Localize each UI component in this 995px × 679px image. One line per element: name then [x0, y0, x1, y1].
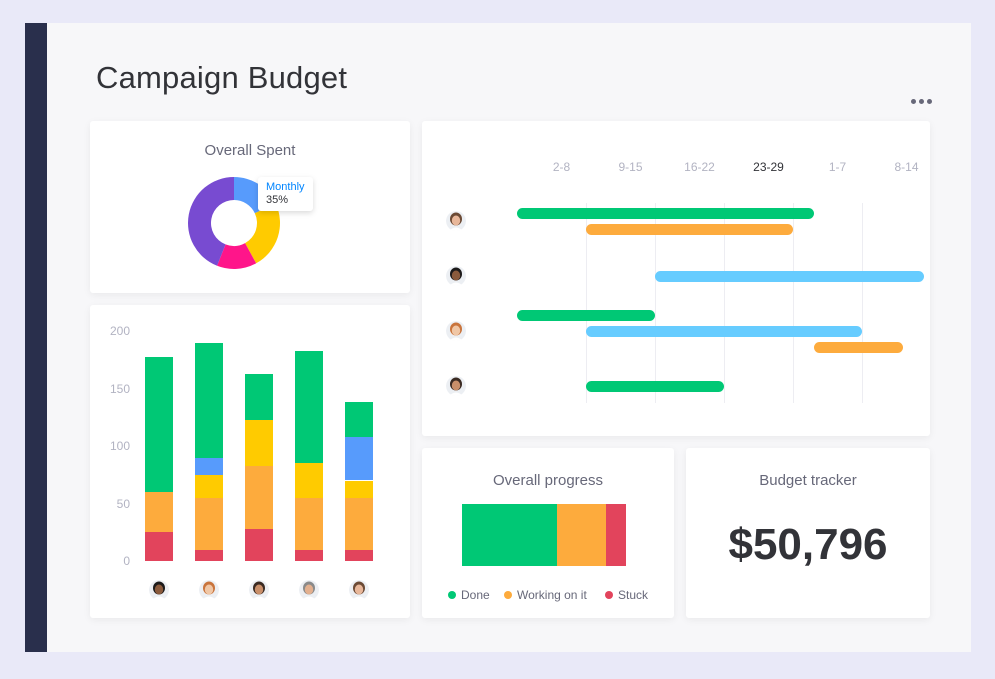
bar-avatar-a[interactable]: [149, 580, 169, 600]
y-tick-label: 50: [116, 496, 130, 511]
progress-segment-done[interactable]: [462, 504, 558, 566]
y-tick-label: 100: [109, 439, 130, 453]
bar-segment[interactable]: [145, 532, 173, 561]
y-tick-label: 150: [109, 381, 130, 396]
timeline-week-16-22[interactable]: 16-22: [684, 160, 715, 174]
bar-segment[interactable]: [345, 480, 373, 498]
overall-spent-title: Overall Spent: [204, 142, 296, 159]
overall-progress-card: Overall progress Done Working on it Stuc…: [422, 448, 674, 618]
donut-tooltip: Monthly 35%: [258, 177, 313, 211]
legend-working: Working on it: [504, 588, 587, 602]
timeline-gridline: [793, 203, 794, 403]
bar-segment[interactable]: [345, 549, 373, 561]
timeline-week-2-8[interactable]: 2-8: [552, 160, 571, 174]
avatar-a-icon[interactable]: [149, 580, 169, 600]
avatar-d-icon[interactable]: [299, 580, 319, 600]
bar-segment[interactable]: [245, 419, 273, 466]
bar-segment[interactable]: [245, 528, 273, 561]
bar-segment[interactable]: [195, 457, 223, 475]
bar-segment[interactable]: [345, 497, 373, 550]
timeline-week-9-15[interactable]: 9-15: [618, 160, 643, 174]
timeline-avatar-4[interactable]: [446, 376, 466, 396]
timeline-bar[interactable]: [655, 271, 925, 282]
bar-avatar-b[interactable]: [199, 580, 219, 600]
done-dot-icon: [448, 591, 456, 599]
timeline-week-8-14[interactable]: 8-14: [894, 160, 919, 174]
bar-segment[interactable]: [195, 497, 223, 550]
budget-tracker-card: Budget tracker $50,796: [686, 448, 930, 618]
timeline-gridline: [655, 203, 656, 403]
avatar-4-icon[interactable]: [446, 376, 466, 396]
donut-slice-2[interactable]: [245, 203, 280, 264]
progress-segment-working-on-it[interactable]: [557, 504, 607, 566]
timeline-card: 2-8 9-15 16-22 23-29 1-7 8-14: [422, 121, 930, 436]
avatar-3-icon[interactable]: [446, 321, 466, 341]
bar-segment[interactable]: [145, 492, 173, 533]
timeline-week-1-7[interactable]: 1-7: [828, 160, 847, 174]
overall-spent-card: Overall Spent Monthly 35%: [90, 121, 410, 293]
progress-segment-stuck[interactable]: [606, 504, 626, 566]
legend-stuck-label: Stuck: [618, 588, 649, 602]
budget-tracker-title: Budget tracker: [759, 472, 857, 489]
bar-segment[interactable]: [245, 373, 273, 420]
timeline-bar[interactable]: [517, 208, 814, 219]
bar-segment[interactable]: [345, 402, 373, 437]
stacked-bar-chart-card: 0 50 100 150 200: [90, 305, 410, 618]
timeline-gridline: [724, 203, 725, 403]
timeline-gridline: [862, 203, 863, 403]
legend-done-label: Done: [461, 588, 490, 602]
bar-segment[interactable]: [245, 465, 273, 529]
bar-avatar-d[interactable]: [299, 580, 319, 600]
timeline-avatar-2[interactable]: [446, 266, 466, 286]
timeline-gridline: [586, 203, 587, 403]
dashboard-frame: Campaign Budget Overall Spent Monthly 35…: [25, 23, 971, 652]
avatar-c-icon[interactable]: [249, 580, 269, 600]
timeline-bar[interactable]: [813, 342, 904, 353]
more-options-icon[interactable]: [911, 96, 935, 106]
bar-segment[interactable]: [295, 350, 323, 464]
stuck-dot-icon: [605, 591, 613, 599]
legend-done: Done: [448, 588, 490, 602]
legend-stuck: Stuck: [605, 588, 648, 602]
timeline-bar[interactable]: [586, 381, 724, 392]
bar-avatar-c[interactable]: [249, 580, 269, 600]
bar-segment[interactable]: [345, 436, 373, 481]
left-sidebar: [25, 23, 47, 652]
avatar-2-icon[interactable]: [446, 266, 466, 286]
avatar-1-icon[interactable]: [446, 211, 466, 231]
donut-slice-4[interactable]: [187, 177, 234, 266]
y-tick-label: 200: [109, 324, 130, 338]
timeline-bar[interactable]: [517, 310, 655, 321]
legend-working-label: Working on it: [517, 588, 587, 602]
y-tick-label: 0: [123, 554, 130, 568]
tooltip-value: 35%: [266, 194, 289, 206]
timeline-bar[interactable]: [586, 326, 862, 337]
page-title: Campaign Budget: [96, 60, 348, 95]
dashboard-main: Campaign Budget Overall Spent Monthly 35…: [47, 23, 971, 652]
bar-segment[interactable]: [295, 497, 323, 550]
bar-segment[interactable]: [195, 549, 223, 561]
avatar-b-icon[interactable]: [199, 580, 219, 600]
working-dot-icon: [504, 591, 512, 599]
bar-segment[interactable]: [195, 342, 223, 458]
timeline-avatar-1[interactable]: [446, 211, 466, 231]
progress-bar[interactable]: [462, 504, 626, 566]
bar-segment[interactable]: [145, 357, 173, 492]
timeline-bar[interactable]: [586, 224, 793, 235]
bar-segment[interactable]: [295, 549, 323, 561]
overall-progress-title: Overall progress: [492, 472, 604, 489]
timeline-avatar-3[interactable]: [446, 321, 466, 341]
timeline-week-23-29[interactable]: 23-29: [753, 160, 784, 174]
bar-avatar-e[interactable]: [349, 580, 369, 600]
bar-segment[interactable]: [295, 463, 323, 498]
donut-slice-3[interactable]: [217, 243, 257, 269]
avatar-e-icon[interactable]: [349, 580, 369, 600]
budget-amount: $50,796: [728, 520, 888, 569]
tooltip-label: Monthly: [266, 181, 305, 193]
bar-segment[interactable]: [195, 474, 223, 498]
